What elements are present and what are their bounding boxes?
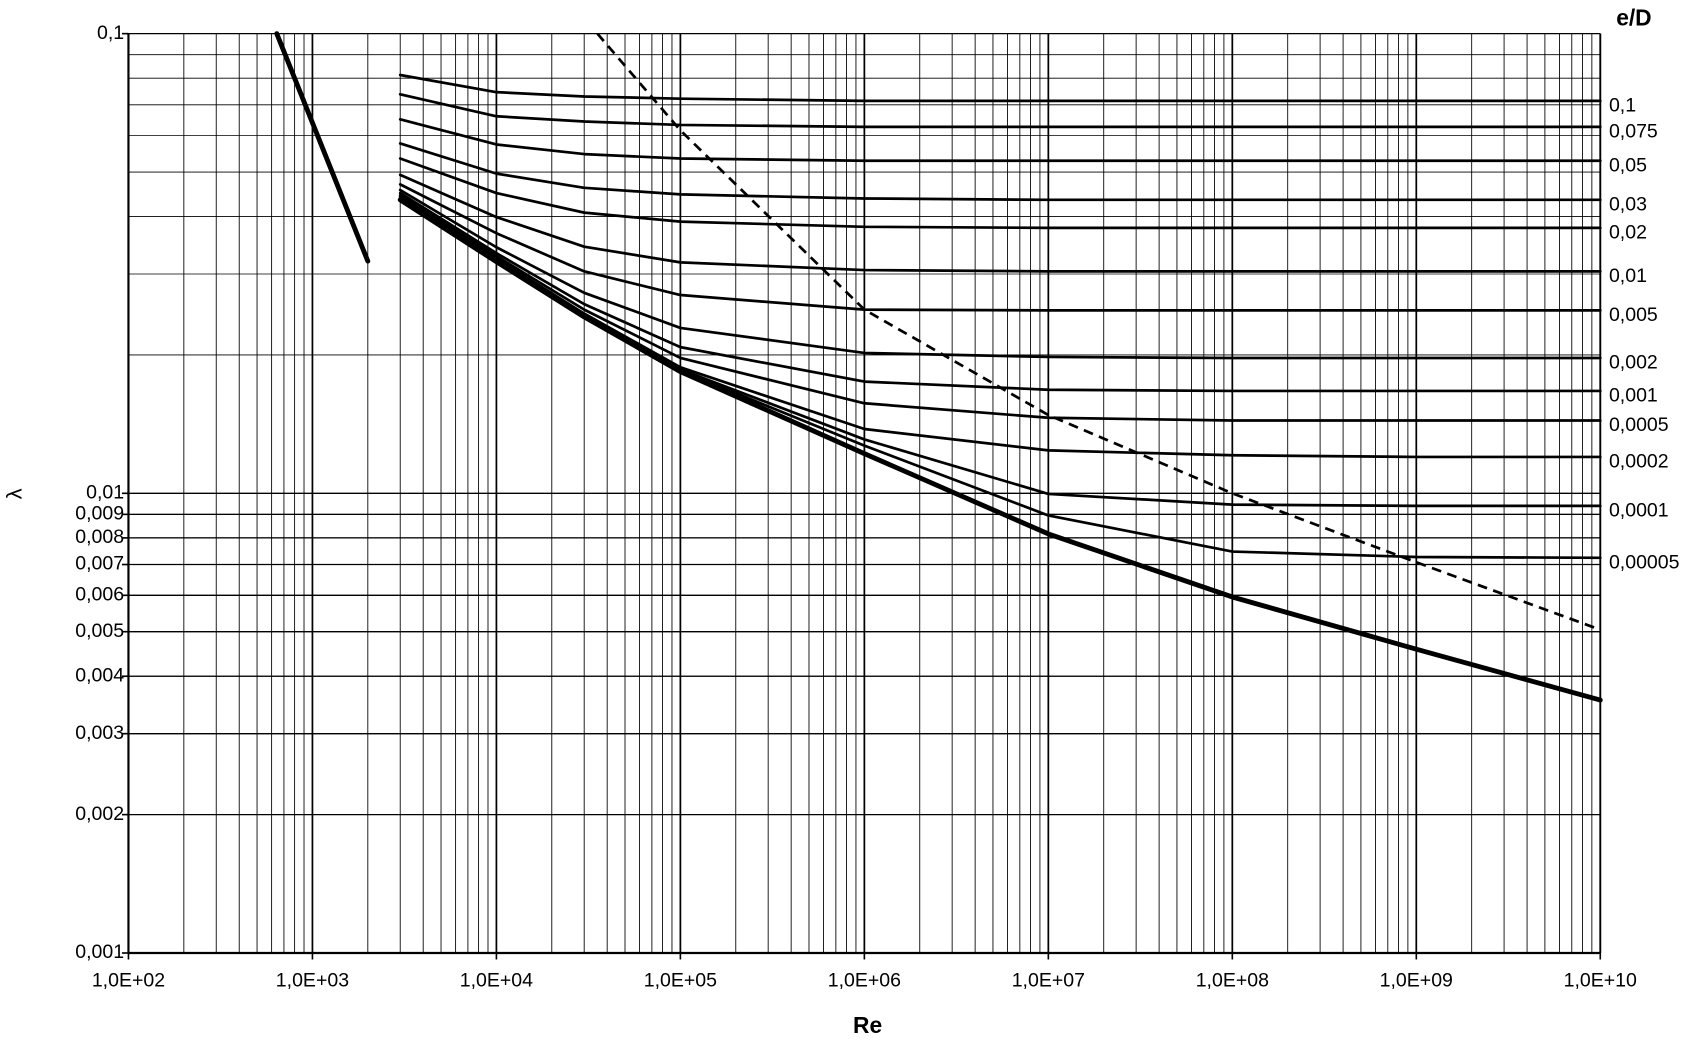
x-tick-label: 1,0E+08	[1196, 969, 1269, 991]
y-tick-label: 0,008	[75, 526, 124, 548]
y-tick-label: 0,009	[75, 503, 124, 525]
x-tick-label: 1,0E+03	[276, 969, 349, 991]
legend-title: e/D	[1616, 5, 1651, 31]
legend-label: 0,0001	[1609, 499, 1669, 521]
curve	[398, 157, 1602, 230]
legend-label: 0,01	[1609, 265, 1647, 287]
legend-label: 0,02	[1609, 221, 1647, 243]
y-tick-label: 0,003	[75, 722, 124, 744]
y-tick-label: 0,01	[86, 481, 124, 503]
y-tick-label: 0,007	[75, 553, 124, 575]
y-tick-label: 0,002	[75, 803, 124, 825]
curve	[398, 142, 1602, 202]
curve	[398, 73, 1602, 103]
curve	[274, 31, 371, 264]
legend-label: 0,001	[1609, 385, 1658, 407]
x-tick-label: 1,0E+05	[644, 969, 717, 991]
y-tick-label: 0,001	[75, 941, 124, 963]
legend-label: 0,002	[1609, 352, 1658, 374]
y-tick-label: 0,1	[97, 22, 124, 44]
x-tick-label: 1,0E+10	[1564, 969, 1637, 991]
x-tick-label: 1,0E+04	[460, 969, 533, 991]
curve	[398, 188, 1602, 360]
legend-label: 0,03	[1609, 193, 1647, 215]
legend-label: 0,0002	[1609, 451, 1669, 473]
legend-label: 0,00005	[1609, 551, 1680, 573]
x-tick-label: 1,0E+09	[1380, 969, 1453, 991]
curve	[398, 117, 1602, 163]
x-tick-label: 1,0E+07	[1012, 969, 1085, 991]
curve	[398, 193, 1602, 422]
x-axis-label: Re	[853, 1012, 882, 1038]
curve	[398, 173, 1602, 273]
curve	[398, 183, 1602, 312]
curve	[397, 197, 1603, 703]
x-tick-label: 1,0E+02	[92, 969, 165, 991]
legend-label: 0,05	[1609, 154, 1647, 176]
y-tick-label: 0,004	[75, 664, 124, 686]
curve	[398, 191, 1602, 393]
legend-label: 0,075	[1609, 120, 1658, 142]
y-tick-label: 0,005	[75, 620, 124, 642]
y-axis-label: λ	[1, 488, 26, 499]
legend-label: 0,0005	[1609, 414, 1669, 436]
x-tick-label: 1,0E+06	[828, 969, 901, 991]
y-tick-label: 0,006	[75, 583, 124, 605]
curve	[398, 92, 1602, 129]
legend-label: 0,1	[1609, 94, 1636, 116]
legend-label: 0,005	[1609, 304, 1658, 326]
